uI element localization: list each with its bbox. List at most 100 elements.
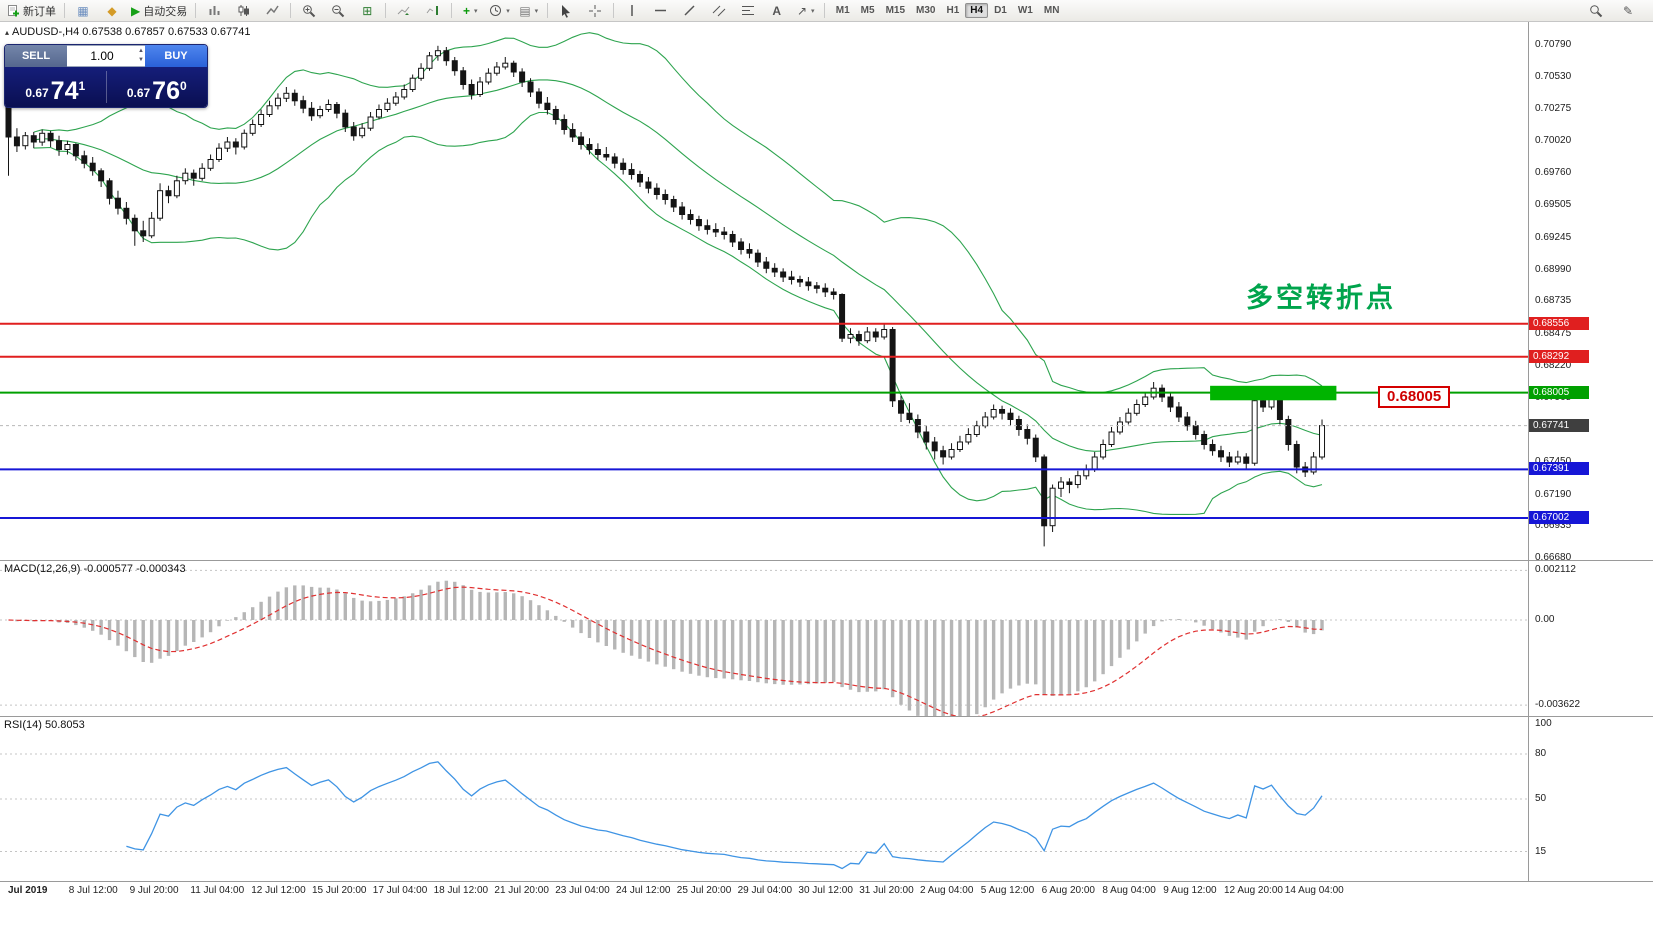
sell-price[interactable]: 0.67 74 1 [5, 67, 106, 107]
indicators-button[interactable]: + ▾ [456, 0, 484, 21]
price-tick: 0.68475 [1535, 327, 1572, 339]
time-label: 25 Jul 20:00 [676, 885, 732, 896]
price-chart-canvas[interactable] [0, 22, 1528, 562]
rsi-indicator-label: RSI(14) 50.8053 [4, 719, 85, 731]
arrows-button[interactable]: ↗ ▾ [792, 0, 820, 21]
buy-button[interactable]: BUY [145, 45, 207, 67]
toolbar: 新订单 ▦ ◆ ▶ 自动交易 ⊞ + ▾ ▾ ▤ ▾ A ↗ ▾ [0, 0, 1653, 22]
price-tick: 0.70530 [1535, 71, 1572, 82]
time-label: 12 Jul 12:00 [251, 885, 306, 896]
candlestick-button[interactable] [229, 0, 257, 21]
rsi-canvas[interactable] [0, 716, 1528, 881]
price-tick: 0.67190 [1535, 488, 1572, 500]
chevron-down-icon: ▾ [811, 7, 815, 15]
text-label-button[interactable]: A [763, 0, 791, 21]
bar-chart-button[interactable] [200, 0, 228, 21]
price-tick: 0.66935 [1535, 520, 1572, 532]
metaeditor-icon: ◆ [107, 3, 117, 18]
price-callout-label: 0.68005 [1378, 386, 1451, 408]
price-tick: 0.70020 [1535, 134, 1572, 146]
timeframe-button-M1[interactable]: M1 [835, 5, 850, 16]
zoom-out-button[interactable] [324, 0, 352, 21]
horizontal-line-icon [655, 9, 667, 12]
sell-button[interactable]: SELL [5, 45, 67, 67]
buy-price[interactable]: 0.67 76 0 [107, 67, 208, 107]
chart-symbol-title: ▴ AUDUSD-,H4 0.67538 0.67857 0.67533 0.67… [5, 26, 251, 38]
toolbar-separator [385, 3, 387, 18]
horizontal-line-button[interactable] [647, 0, 675, 21]
price-axis-divider [1528, 22, 1529, 881]
timeframe-button-D1[interactable]: D1 [994, 5, 1007, 16]
search-button[interactable] [1582, 0, 1610, 21]
price-tick: 0.70790 [1535, 38, 1572, 50]
vertical-line-button[interactable] [618, 0, 646, 21]
tile-windows-button[interactable]: ⊞ [353, 0, 381, 21]
templates-button[interactable]: ▤ ▾ [515, 0, 543, 21]
fibonacci-icon [741, 6, 754, 15]
auto-scroll-button[interactable] [390, 0, 418, 21]
cursor-arrow-icon [561, 4, 570, 18]
zoom-in-button[interactable] [295, 0, 323, 21]
toolbar-right-group: ✎ [1582, 0, 1650, 21]
price-divider [105, 71, 107, 103]
rsi-axis-label: 100 [1535, 718, 1552, 729]
arrow-tool-icon: ↗ [796, 3, 808, 18]
one-click-trading-panel: SELL ▲ ▼ BUY 0.67 74 1 0.67 76 0 [4, 44, 208, 108]
clock-icon [490, 5, 502, 16]
volume-down-button[interactable]: ▼ [138, 57, 144, 63]
quick-edit-button[interactable]: ✎ [1614, 0, 1642, 21]
time-label: 9 Jul 20:00 [129, 885, 179, 896]
price-line-flag: 0.67002 [1529, 511, 1589, 524]
timeframe-button-W1[interactable]: W1 [1017, 5, 1033, 16]
timeframe-button-H1[interactable]: H1 [946, 5, 960, 16]
rsi-axis-label: 80 [1535, 748, 1547, 759]
price-tick: 0.67450 [1535, 456, 1571, 467]
timeframe-button-MN[interactable]: MN [1043, 5, 1060, 16]
macd-axis-label: 0.002112 [1535, 564, 1576, 576]
tile-windows-icon: ⊞ [362, 3, 373, 18]
macd-axis-label: -0.003622 [1535, 699, 1581, 711]
cursor-button[interactable] [552, 0, 580, 21]
time-label: 29 Jul 04:00 [737, 885, 793, 896]
templates-icon: ▤ [519, 3, 531, 18]
channel-button[interactable] [705, 0, 733, 21]
panel-separator [0, 881, 1653, 882]
toolbar-separator [290, 3, 292, 18]
crosshair-icon [588, 4, 601, 17]
timeframe-button-M30[interactable]: M30 [916, 5, 936, 16]
timeframe-button-H4[interactable]: H4 [965, 3, 989, 18]
volume-up-button[interactable]: ▲ [138, 48, 144, 54]
line-chart-button[interactable] [258, 0, 286, 21]
new-order-icon [8, 5, 19, 17]
chart-shift-button[interactable] [419, 0, 447, 21]
panel-separator[interactable] [0, 716, 1653, 717]
time-label: 5 Aug 12:00 [980, 885, 1035, 896]
macd-signal-line [8, 586, 1323, 716]
chevron-down-icon: ▾ [473, 7, 478, 15]
timeframe-button-M15[interactable]: M15 [885, 5, 906, 16]
line-chart-icon [266, 5, 279, 15]
panel-separator[interactable] [0, 560, 1653, 561]
periods-button[interactable]: ▾ [485, 0, 514, 21]
macd-canvas[interactable] [0, 560, 1528, 716]
timeframe-button-M5[interactable]: M5 [860, 5, 875, 16]
time-label: 17 Jul 04:00 [372, 885, 428, 896]
new-order-button[interactable]: 新订单 [3, 0, 60, 21]
price-line-flag: 0.68292 [1529, 349, 1589, 363]
zoom-out-icon [332, 4, 345, 17]
crosshair-button[interactable] [581, 0, 609, 21]
trendline-button[interactable] [676, 0, 704, 21]
time-axis[interactable]: Jul 2019 8 Jul 12:00 9 Jul 20:00 11 Jul 04:… [0, 882, 1528, 900]
bollinger-middle-band [33, 79, 1323, 452]
equidistant-channel-icon [712, 5, 726, 16]
fibonacci-button[interactable] [734, 0, 762, 21]
volume-spinner: ▲ ▼ [138, 47, 144, 65]
terminal-window-button[interactable]: ▦ [69, 0, 97, 21]
metaeditor-button[interactable]: ◆ [98, 0, 126, 21]
price-axis[interactable]: 0.70790 0.70530 0.70275 0.70020 0.69760 0.695… [1529, 22, 1653, 881]
rsi-line [126, 761, 1323, 870]
autotrading-button[interactable]: ▶ 自动交易 [127, 0, 191, 21]
terminal-icon: ▦ [77, 3, 89, 18]
toolbar-separator [64, 3, 65, 18]
volume-input[interactable] [67, 48, 145, 64]
